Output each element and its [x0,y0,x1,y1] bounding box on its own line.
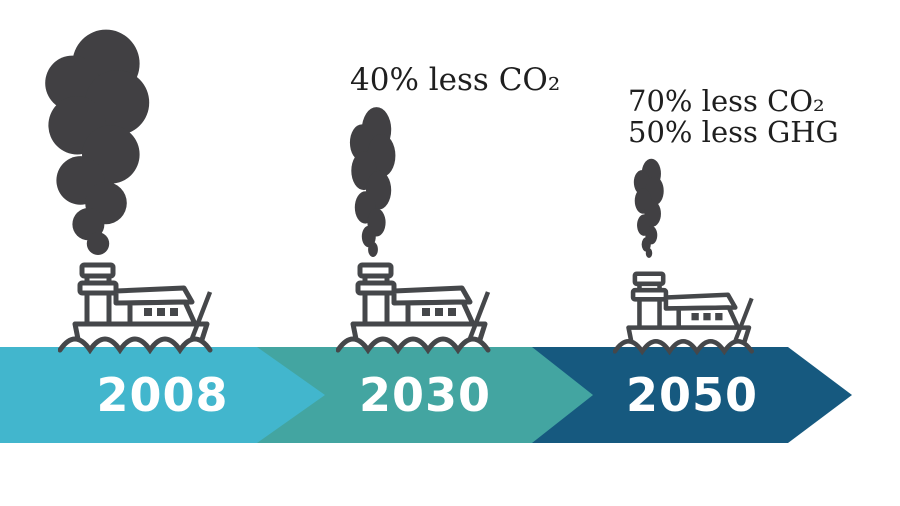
funnel [84,269,112,329]
cabin-windows [691,313,723,321]
cabin-roof [391,285,473,306]
funnel-band [355,280,397,296]
smoke-plume-icon [633,158,664,258]
cabin-windows [144,308,178,316]
waves [613,339,754,355]
year-label-2030: 2030 [358,368,492,422]
funnel-band [77,280,119,296]
timeline-arrows [0,347,852,443]
reduction-label-2050: 70% less CO₂ 50% less GHG [628,86,839,147]
ship-icon [58,262,213,354]
waves [336,336,491,354]
funnel [637,277,662,332]
reduction-line: 50% less GHG [628,114,839,149]
funnel-cap [357,262,394,279]
funnel-cap [79,262,116,279]
cabin-windows [422,308,456,316]
arrow-band-2050 [532,347,852,443]
cabin-roof [663,292,738,311]
smoke-plume-icon [45,29,150,255]
funnel-band [630,287,669,302]
reduction-label-2030: 40% less CO₂ [350,64,560,97]
funnel-cap [632,271,666,287]
waves [58,336,213,354]
arrow-band-2030 [257,347,593,443]
funnel [362,269,390,329]
cabin-roof [113,285,195,306]
smoke-plume-icon [349,107,396,257]
reduction-line: 40% less CO₂ [350,62,561,98]
ship-icon [613,271,754,355]
arrow-band-2008 [0,347,325,443]
year-label-2050: 2050 [625,368,759,422]
reduction-line: 70% less CO₂ [628,84,825,118]
ship-icon [336,262,491,354]
year-label-2008: 2008 [96,368,229,422]
